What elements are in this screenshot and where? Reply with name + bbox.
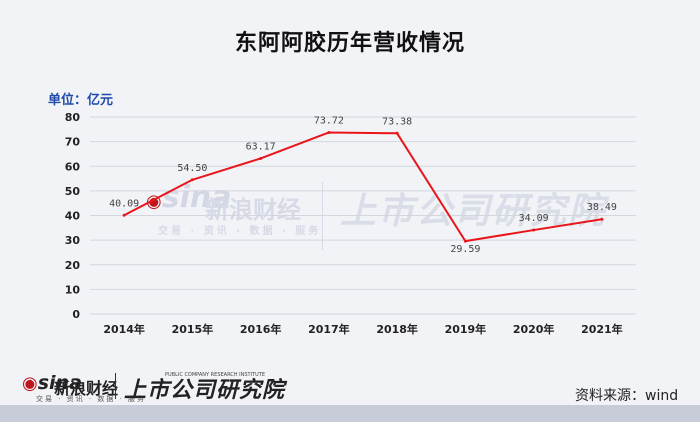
source-note: 资料来源：wind [575, 388, 679, 404]
y-tick-label: 0 [72, 308, 80, 321]
data-point [395, 131, 399, 135]
data-point [190, 178, 194, 182]
x-tick-label: 2019年 [445, 322, 487, 336]
data-label: 38.49 [587, 202, 617, 213]
watermark-sina-name: 新浪财经 [205, 196, 301, 224]
unit-label: 单位：亿元 [48, 93, 114, 108]
series-line [123, 131, 603, 243]
data-point [532, 228, 536, 232]
x-tick-label: 2021年 [581, 322, 623, 336]
footer-sina-name: 新浪财经 [54, 379, 119, 398]
x-tick-label: 2015年 [172, 322, 214, 336]
data-point [600, 217, 604, 221]
data-label: 73.38 [382, 116, 412, 127]
x-tick-label: 2020年 [513, 322, 555, 336]
x-tick-label: 2014年 [103, 322, 145, 336]
y-tick-label: 50 [65, 185, 81, 198]
data-point [463, 239, 467, 243]
data-label: 40.09 [109, 198, 139, 209]
y-tick-label: 40 [65, 210, 81, 223]
data-label: 54.50 [177, 163, 207, 174]
y-tick-label: 10 [65, 283, 81, 296]
data-label: 34.09 [519, 213, 549, 224]
footer-sina-logo: ◉sina [22, 372, 82, 394]
data-label: 63.17 [246, 141, 276, 152]
data-point [259, 156, 263, 160]
y-tick-label: 60 [65, 160, 81, 173]
revenue-line-chart: 0 10 20 30 40 50 60 70 80 2014年 2015年 2016年 2017年 201… [65, 111, 636, 336]
footer-bar [0, 405, 700, 422]
footer-logo-divider [115, 373, 116, 399]
y-tick-label: 20 [65, 259, 81, 272]
data-point [122, 213, 126, 217]
x-tick-label: 2018年 [376, 322, 418, 336]
y-tick-label: 80 [65, 111, 81, 124]
footer-publisher-logo: 上市公司研究院 [124, 378, 286, 403]
footer-publisher-en: PUBLIC COMPANY RESEARCH INSTITUTE [165, 372, 265, 378]
x-tick-label: 2017年 [308, 322, 350, 336]
x-tick-label: 2016年 [240, 322, 282, 336]
watermark-sina-tagline: 交易 · 资讯 · 数据 · 服务 [158, 226, 322, 237]
y-tick-label: 70 [65, 136, 81, 149]
data-point [327, 130, 331, 134]
watermark-sina-logo: ◉sina [146, 180, 232, 215]
footer-sina-tagline: 交易 · 资讯 · 数据 · 服务 [36, 395, 147, 403]
y-tick-label: 30 [65, 234, 81, 247]
chart-title: 东阿阿胶历年营收情况 [234, 31, 465, 56]
data-label: 29.59 [450, 244, 480, 255]
data-label: 73.72 [314, 115, 344, 126]
